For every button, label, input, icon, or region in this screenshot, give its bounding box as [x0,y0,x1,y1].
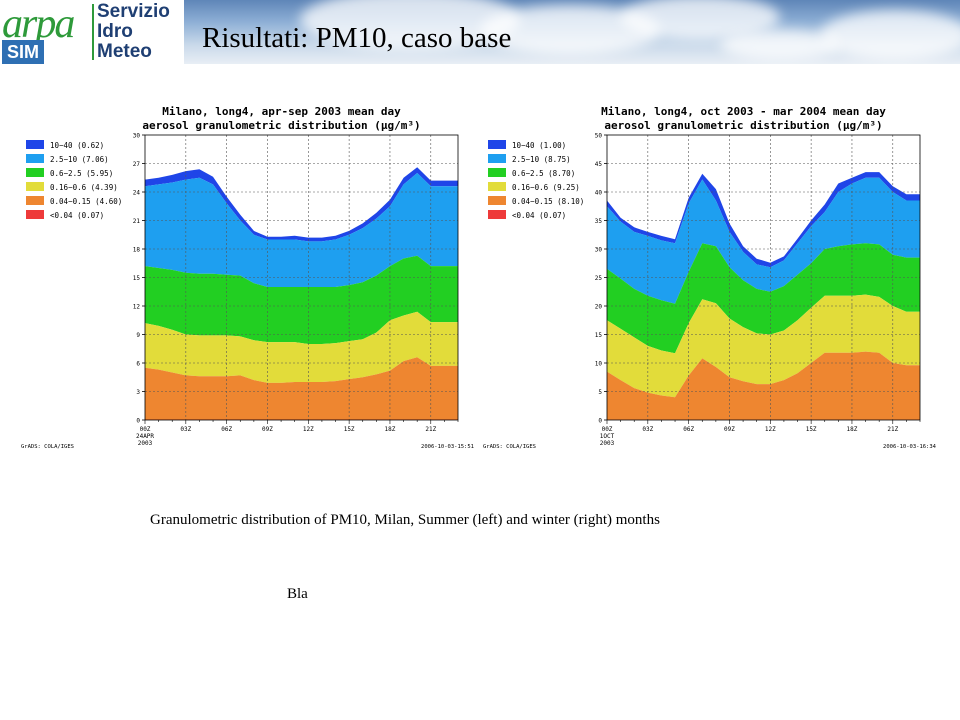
y-tick-label: 0 [598,418,602,425]
x-tick-label: 1OCT [600,433,615,440]
x-tick-label: 15Z [344,426,355,433]
y-tick-label: 3 [136,389,140,396]
legend-label-0p16-0p6: 0.16−0.6 (4.39) [50,183,118,192]
y-tick-label: 50 [595,133,603,140]
legend-label-2p5-10: 2.5−10 (8.75) [512,155,571,164]
legend-swatch-2p5-10 [26,154,44,163]
x-tick-label: 24APR [136,433,154,440]
page-title: Risultati: PM10, caso base [202,22,512,54]
chart-summer-svg: Milano, long4, apr-sep 2003 mean dayaero… [21,105,474,450]
chart-title: Milano, long4, apr-sep 2003 mean day [162,105,401,118]
y-tick-label: 40 [595,190,603,197]
y-tick-label: 0 [136,418,140,425]
footnote-text: Bla [287,586,308,602]
y-tick-label: 30 [133,133,141,140]
x-tick-label: 21Z [887,426,898,433]
logo-line-1: Servizio [97,1,170,22]
footer-right: 2006-10-03-15:51 [421,444,474,450]
legend-label-0p6-2p5: 0.6−2.5 (5.95) [50,169,113,178]
legend-label-lt0p04: <0.04 (0.07) [50,211,104,220]
chart-subtitle: aerosol granulometric distribution (µg/m… [604,119,882,132]
area-series-0p6-2p5 [145,255,458,344]
legend-swatch-0p6-2p5 [26,168,44,177]
y-tick-label: 12 [133,304,141,311]
y-tick-label: 20 [595,304,603,311]
y-tick-label: 35 [595,218,603,225]
legend-label-0p04-0p15: 0.04−0.15 (8.10) [512,197,584,206]
x-tick-label: 09Z [724,426,735,433]
area-series-2p5-10 [607,177,920,304]
legend-label-0p04-0p15: 0.04−0.15 (4.60) [50,197,122,206]
legend-label-0p16-0p6: 0.16−0.6 (9.25) [512,183,580,192]
y-tick-label: 18 [133,247,141,254]
area-series-10-40 [145,167,458,242]
logo-servizio-text: Servizio Idro Meteo [97,2,170,62]
area-series-2p5-10 [145,173,458,287]
logo-line-3: Meteo [97,41,152,62]
x-tick-label: 21Z [425,426,436,433]
area-series-0p04-0p15 [607,351,920,420]
y-tick-label: 6 [136,361,140,368]
area-series-0p16-0p6 [607,294,920,398]
legend-label-lt0p04: <0.04 (0.07) [512,211,566,220]
legend-swatch-0p6-2p5 [488,168,506,177]
legend-swatch-2p5-10 [488,154,506,163]
footer-left: GrADS: COLA/IGES [21,444,74,450]
chart-winter-svg: Milano, long4, oct 2003 - mar 2004 mean … [483,105,937,450]
y-tick-label: 25 [595,275,603,282]
x-tick-label: 03Z [642,426,653,433]
x-tick-label: 18Z [385,426,396,433]
chart-subtitle: aerosol granulometric distribution (µg/m… [142,119,420,132]
y-tick-label: 21 [133,218,141,225]
x-tick-label: 12Z [765,426,776,433]
area-series-0p04-0p15 [145,357,458,420]
x-tick-label: 00Z [602,426,613,433]
logo-line-2: Idro [97,21,133,42]
figure-caption: Granulometric distribution of PM10, Mila… [150,512,660,528]
y-tick-label: 15 [133,275,141,282]
x-tick-label: 03Z [180,426,191,433]
legend-swatch-0p04-0p15 [26,196,44,205]
area-series-0p6-2p5 [607,243,920,354]
area-series-0p16-0p6 [145,311,458,383]
y-tick-label: 5 [598,389,602,396]
footer-left: GrADS: COLA/IGES [483,444,536,450]
legend-swatch-0p16-0p6 [488,182,506,191]
legend-swatch-10-40 [488,140,506,149]
legend-swatch-0p04-0p15 [488,196,506,205]
x-tick-label: 12Z [303,426,314,433]
legend-swatch-lt0p04 [488,210,506,219]
arpa-logo: arpa SIM Servizio Idro Meteo [0,0,184,64]
y-tick-label: 15 [595,332,603,339]
x-tick-label: 06Z [683,426,694,433]
x-tick-label: 2003 [138,440,153,447]
x-tick-label: 2003 [600,440,615,447]
legend-swatch-10-40 [26,140,44,149]
chart-summer: Milano, long4, apr-sep 2003 mean day aero… [18,100,478,460]
y-tick-label: 24 [133,190,141,197]
chart-title: Milano, long4, oct 2003 - mar 2004 mean … [601,105,886,118]
x-tick-label: 18Z [847,426,858,433]
x-tick-label: 00Z [140,426,151,433]
y-tick-label: 45 [595,161,603,168]
y-tick-label: 30 [595,247,603,254]
y-tick-label: 9 [136,332,140,339]
x-tick-label: 15Z [806,426,817,433]
legend-label-0p6-2p5: 0.6−2.5 (8.70) [512,169,575,178]
x-tick-label: 06Z [221,426,232,433]
logo-divider [92,4,94,60]
footer-right: 2006-10-03-16:34 [883,444,937,450]
logo-sim-text: SIM [2,40,44,64]
logo-arpa-text: arpa [2,1,75,47]
legend-swatch-lt0p04 [26,210,44,219]
header-banner: arpa SIM Servizio Idro Meteo Risultati: … [0,0,960,64]
y-tick-label: 10 [595,361,603,368]
y-tick-label: 27 [133,161,141,168]
legend-swatch-0p16-0p6 [26,182,44,191]
legend-label-2p5-10: 2.5−10 (7.06) [50,155,109,164]
legend-label-10-40: 10−40 (0.62) [50,141,104,150]
chart-winter: Milano, long4, oct 2003 - mar 2004 mean … [480,100,940,460]
legend-label-10-40: 10−40 (1.00) [512,141,566,150]
x-tick-label: 09Z [262,426,273,433]
